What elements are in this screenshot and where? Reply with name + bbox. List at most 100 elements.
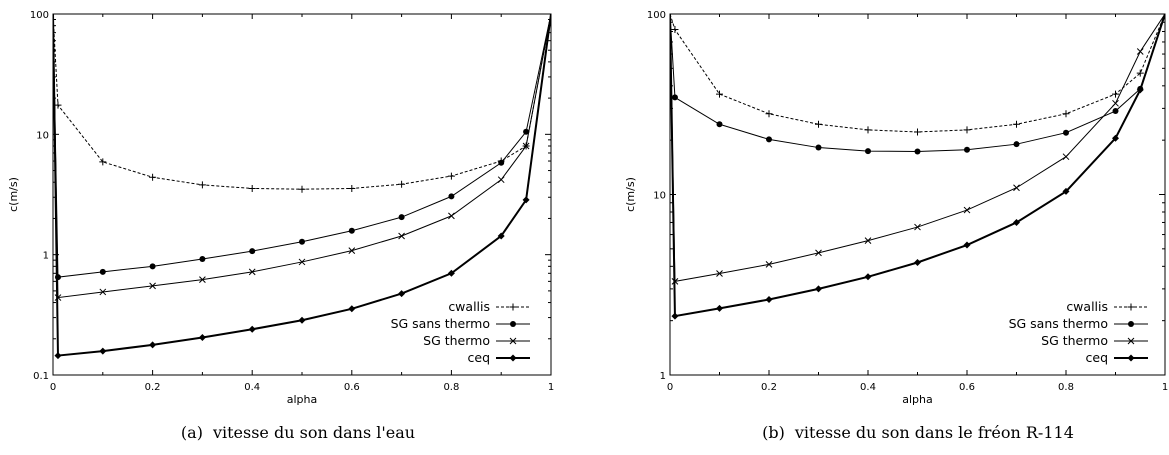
data-point	[765, 295, 773, 303]
data-point	[815, 144, 822, 151]
data-point	[1013, 218, 1020, 226]
caption-text: vitesse du son dans l'eau	[212, 423, 415, 442]
series-line-cwallis	[670, 14, 1165, 133]
data-point	[1136, 86, 1144, 94]
data-point	[248, 268, 256, 276]
data-point	[716, 270, 723, 277]
data-point	[398, 290, 406, 298]
data-point	[249, 248, 256, 255]
y-axis-label: c(m/s)	[7, 177, 20, 212]
data-point	[199, 256, 206, 263]
plot-area	[670, 14, 1165, 320]
legend-entry: SG thermo	[423, 333, 530, 348]
data-point	[1013, 141, 1020, 148]
data-point	[447, 269, 455, 277]
series-line-ceq	[670, 14, 1165, 318]
data-point	[149, 263, 156, 270]
legend-marker	[509, 337, 517, 345]
data-point	[963, 126, 971, 134]
data-point	[815, 285, 822, 293]
data-point	[765, 110, 773, 118]
data-point	[766, 136, 772, 143]
figure-caption: (a) vitesse du son dans l'eau	[181, 423, 415, 442]
data-point	[716, 90, 723, 98]
data-point	[1112, 99, 1119, 107]
x-axis-label: alpha	[902, 393, 933, 406]
data-point	[149, 282, 156, 290]
legend-label: ceq	[1086, 350, 1109, 365]
data-point	[914, 128, 921, 136]
data-point	[99, 347, 107, 355]
data-point	[497, 176, 505, 184]
data-point	[498, 159, 505, 166]
data-point	[54, 101, 62, 109]
data-point	[815, 120, 822, 128]
data-point	[54, 352, 62, 360]
legend-marker	[1127, 354, 1135, 362]
data-point	[398, 180, 406, 188]
legend-marker	[1127, 303, 1135, 311]
data-point	[1112, 90, 1119, 98]
data-point	[765, 261, 773, 268]
data-point	[398, 214, 405, 221]
legend-entry: cwallis	[1066, 299, 1148, 314]
data-point	[298, 185, 306, 193]
data-point	[523, 128, 530, 135]
data-point	[348, 305, 356, 313]
data-point	[348, 227, 355, 234]
data-point	[299, 238, 305, 245]
legend-entry: ceq	[468, 350, 530, 365]
data-point	[1063, 129, 1069, 136]
x-tick-label: 0.8	[443, 382, 459, 393]
data-point	[298, 316, 306, 324]
legend-marker	[509, 303, 517, 311]
data-point	[1112, 108, 1119, 115]
data-point	[716, 121, 723, 128]
data-point	[864, 126, 872, 134]
data-point	[149, 173, 157, 181]
data-point	[716, 304, 723, 312]
data-point	[1062, 187, 1070, 195]
data-point	[348, 184, 356, 192]
x-tick-label: 0.2	[145, 382, 161, 393]
data-point	[348, 247, 356, 254]
data-point	[1112, 134, 1119, 142]
series-line-cwallis	[53, 14, 551, 190]
x-tick-label: 0.4	[860, 382, 876, 393]
y-tick-label: 10	[653, 191, 666, 202]
legend-entry: SG thermo	[1041, 333, 1148, 348]
x-tick-label: 1	[1162, 382, 1168, 393]
data-point	[248, 325, 256, 333]
legend-label: SG thermo	[1041, 333, 1108, 348]
data-point	[1013, 184, 1020, 192]
data-point	[99, 288, 107, 296]
data-point	[99, 158, 107, 166]
data-point	[198, 181, 206, 189]
x-tick-label: 0	[50, 382, 56, 393]
legend-entry: ceq	[1086, 350, 1148, 365]
data-point	[963, 241, 971, 249]
data-point	[815, 249, 822, 257]
y-tick-label: 1	[660, 371, 666, 382]
caption-label: (b)	[762, 423, 785, 442]
data-point	[864, 273, 872, 281]
data-point	[1013, 120, 1020, 128]
legend-marker	[509, 354, 517, 362]
data-point	[671, 94, 678, 101]
legend-marker	[1128, 321, 1134, 327]
x-axis-label: alpha	[287, 393, 318, 406]
caption-text: vitesse du son dans le fréon R-114	[794, 423, 1074, 442]
caption-label: (a)	[181, 423, 203, 442]
data-point	[298, 258, 306, 266]
x-tick-label: 0.2	[761, 382, 777, 393]
data-point	[671, 26, 679, 34]
data-point	[199, 276, 206, 284]
legend-label: cwallis	[1066, 299, 1108, 314]
series-line-sg-sans-thermo	[53, 14, 551, 278]
data-point	[865, 148, 871, 155]
data-point	[398, 232, 405, 240]
x-tick-label: 0.6	[959, 382, 975, 393]
data-point	[1136, 48, 1144, 55]
data-point	[1136, 69, 1144, 77]
